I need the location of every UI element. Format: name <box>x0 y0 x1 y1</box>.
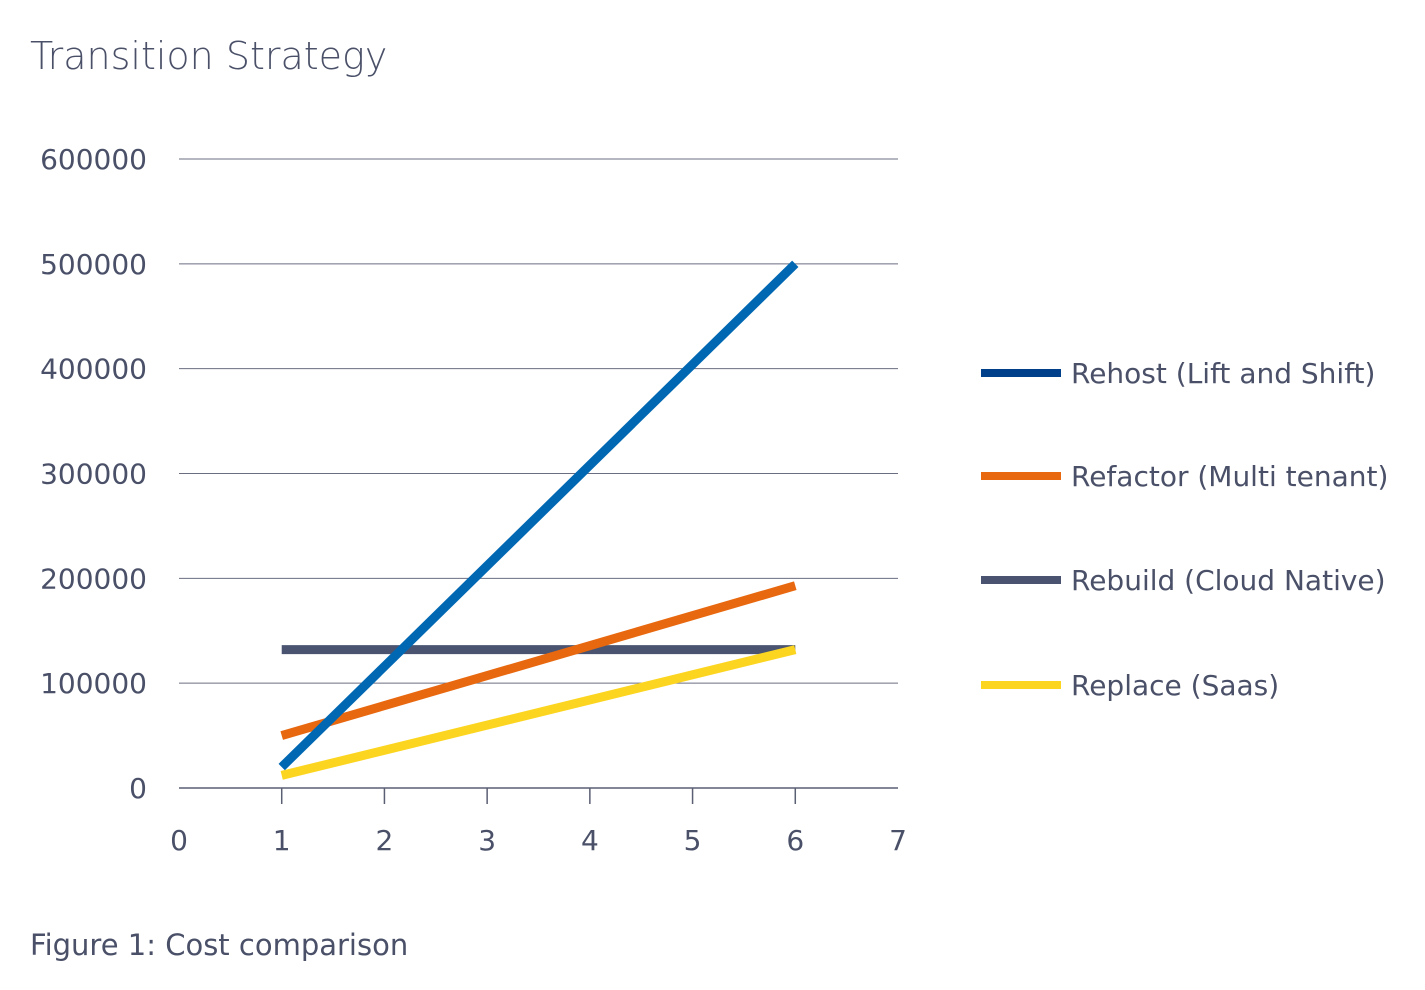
x-tick-label: 2 <box>376 824 394 857</box>
figure-caption: Figure 1: Cost comparison <box>30 928 409 962</box>
y-tick-label: 400000 <box>40 353 147 386</box>
series-line-0 <box>278 260 799 771</box>
x-tick-label: 3 <box>478 824 496 857</box>
series-line-3 <box>280 645 797 780</box>
legend-label-2: Rebuild (Cloud Native) <box>1071 564 1386 597</box>
y-tick-label: 0 <box>129 772 147 805</box>
y-tick-label: 600000 <box>40 143 147 176</box>
x-tick-label: 4 <box>581 824 599 857</box>
chart-title: Transition Strategy <box>30 34 388 78</box>
legend-label-0: Rehost (Lift and Shift) <box>1071 357 1375 390</box>
x-axis: 0 1 2 3 4 5 6 7 <box>170 788 907 857</box>
y-tick-label: 200000 <box>40 562 147 595</box>
legend-label-3: Replace (Saas) <box>1071 669 1279 702</box>
grid-lines <box>179 158 898 789</box>
x-tick-label: 5 <box>684 824 702 857</box>
legend-label-1: Refactor (Multi tenant) <box>1071 460 1388 493</box>
x-tick-label: 0 <box>170 824 188 857</box>
series-line-1 <box>280 581 797 740</box>
y-tick-label: 100000 <box>40 667 147 700</box>
y-tick-label: 500000 <box>40 248 147 281</box>
y-tick-label: 300000 <box>40 458 147 491</box>
legend: Rehost (Lift and Shift) Refactor (Multi t… <box>981 357 1388 702</box>
y-axis: 0 100000 200000 300000 400000 500000 600000 <box>40 143 147 805</box>
series-lines <box>278 260 799 780</box>
x-tick-label: 6 <box>786 824 804 857</box>
x-tick-label: 1 <box>273 824 291 857</box>
x-tick-label: 7 <box>889 824 907 857</box>
